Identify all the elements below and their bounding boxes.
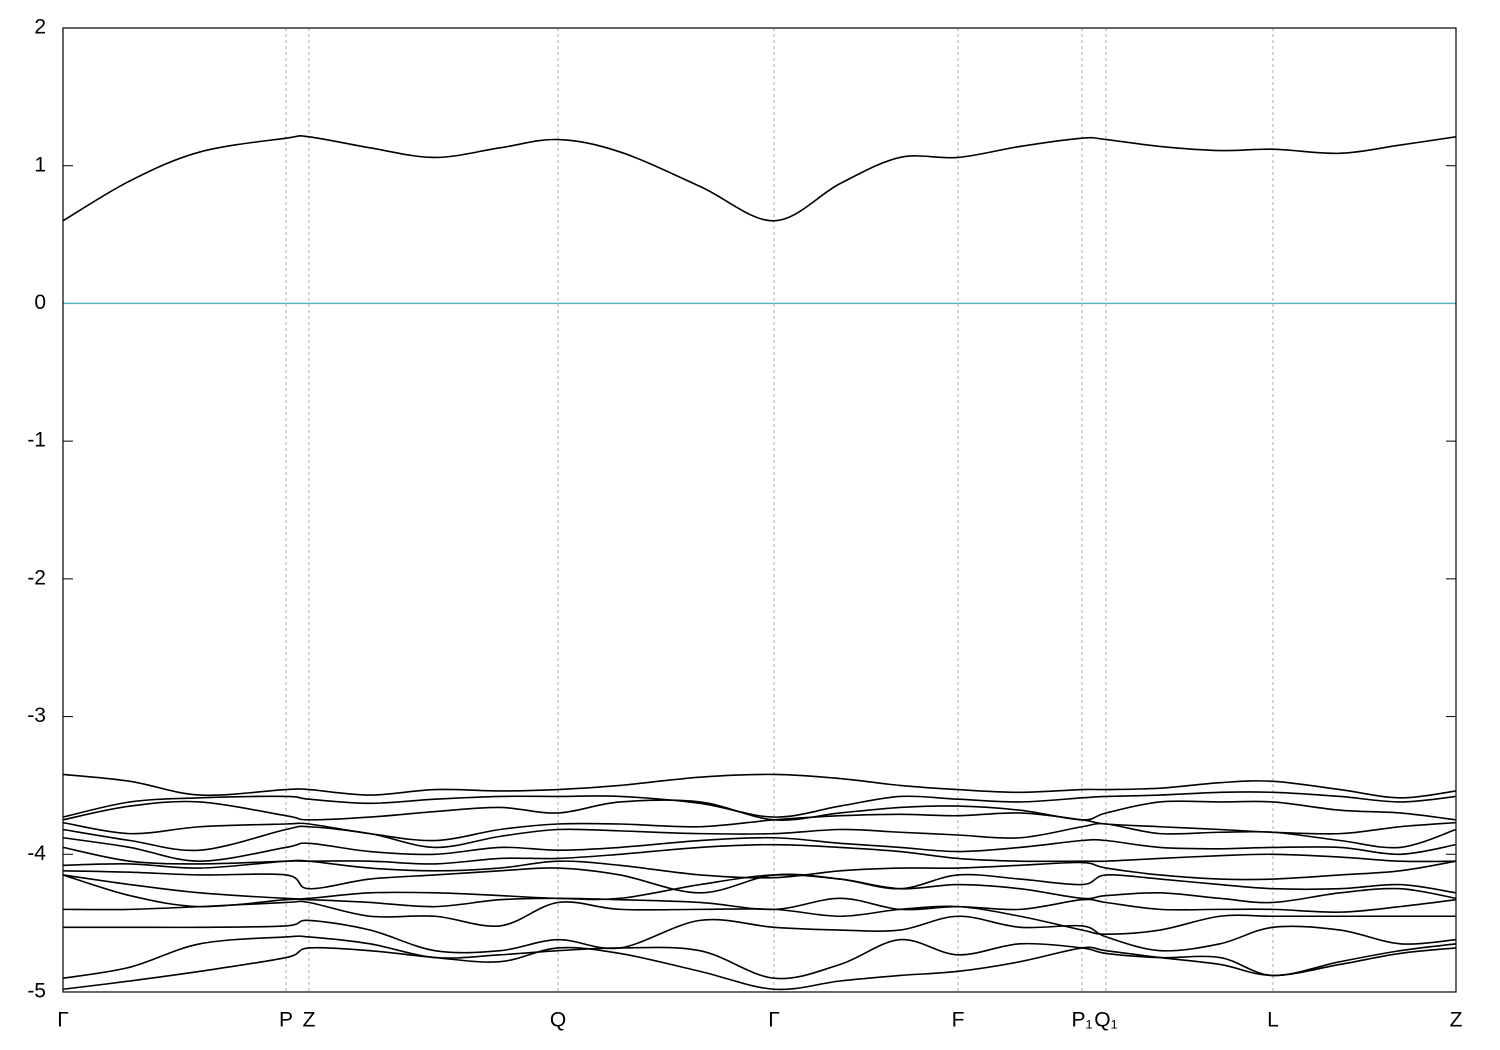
y-tick-label: -1 — [27, 429, 46, 452]
x-tick-label: L — [1267, 1009, 1279, 1032]
x-tick-label: Q₁ — [1094, 1009, 1117, 1032]
y-tick-label: -5 — [27, 980, 46, 1003]
y-tick-label: 2 — [34, 16, 46, 39]
band-line — [62, 874, 1457, 913]
plot-frame — [62, 27, 1457, 993]
y-tick-label: 0 — [34, 291, 46, 314]
x-tick-label: Q — [550, 1009, 566, 1032]
band-line — [62, 946, 1457, 991]
band-line — [62, 900, 1456, 935]
x-tick-label: Γ — [57, 1009, 69, 1032]
y-tick-label: 1 — [34, 153, 46, 176]
band-line — [62, 791, 1457, 818]
band-line — [62, 135, 1457, 222]
y-tick-label: -4 — [27, 842, 46, 865]
band-line — [62, 822, 1457, 852]
x-tick-label: P — [279, 1009, 293, 1032]
band-line — [62, 859, 1457, 881]
y-tick-label: -3 — [27, 704, 46, 727]
x-tick-label: Z — [1450, 1009, 1463, 1032]
band-line — [62, 799, 1457, 821]
band-line — [62, 915, 1457, 954]
x-tick-label: Z — [303, 1009, 316, 1032]
band-line — [62, 812, 1457, 842]
band-line — [62, 773, 1457, 799]
band-line — [62, 935, 1457, 980]
band-line — [62, 836, 1457, 862]
x-tick-label: Γ — [768, 1009, 780, 1032]
x-tick-label: F — [952, 1009, 965, 1032]
y-tick-label: -2 — [27, 566, 46, 589]
x-tick-label: P₁ — [1071, 1009, 1092, 1032]
